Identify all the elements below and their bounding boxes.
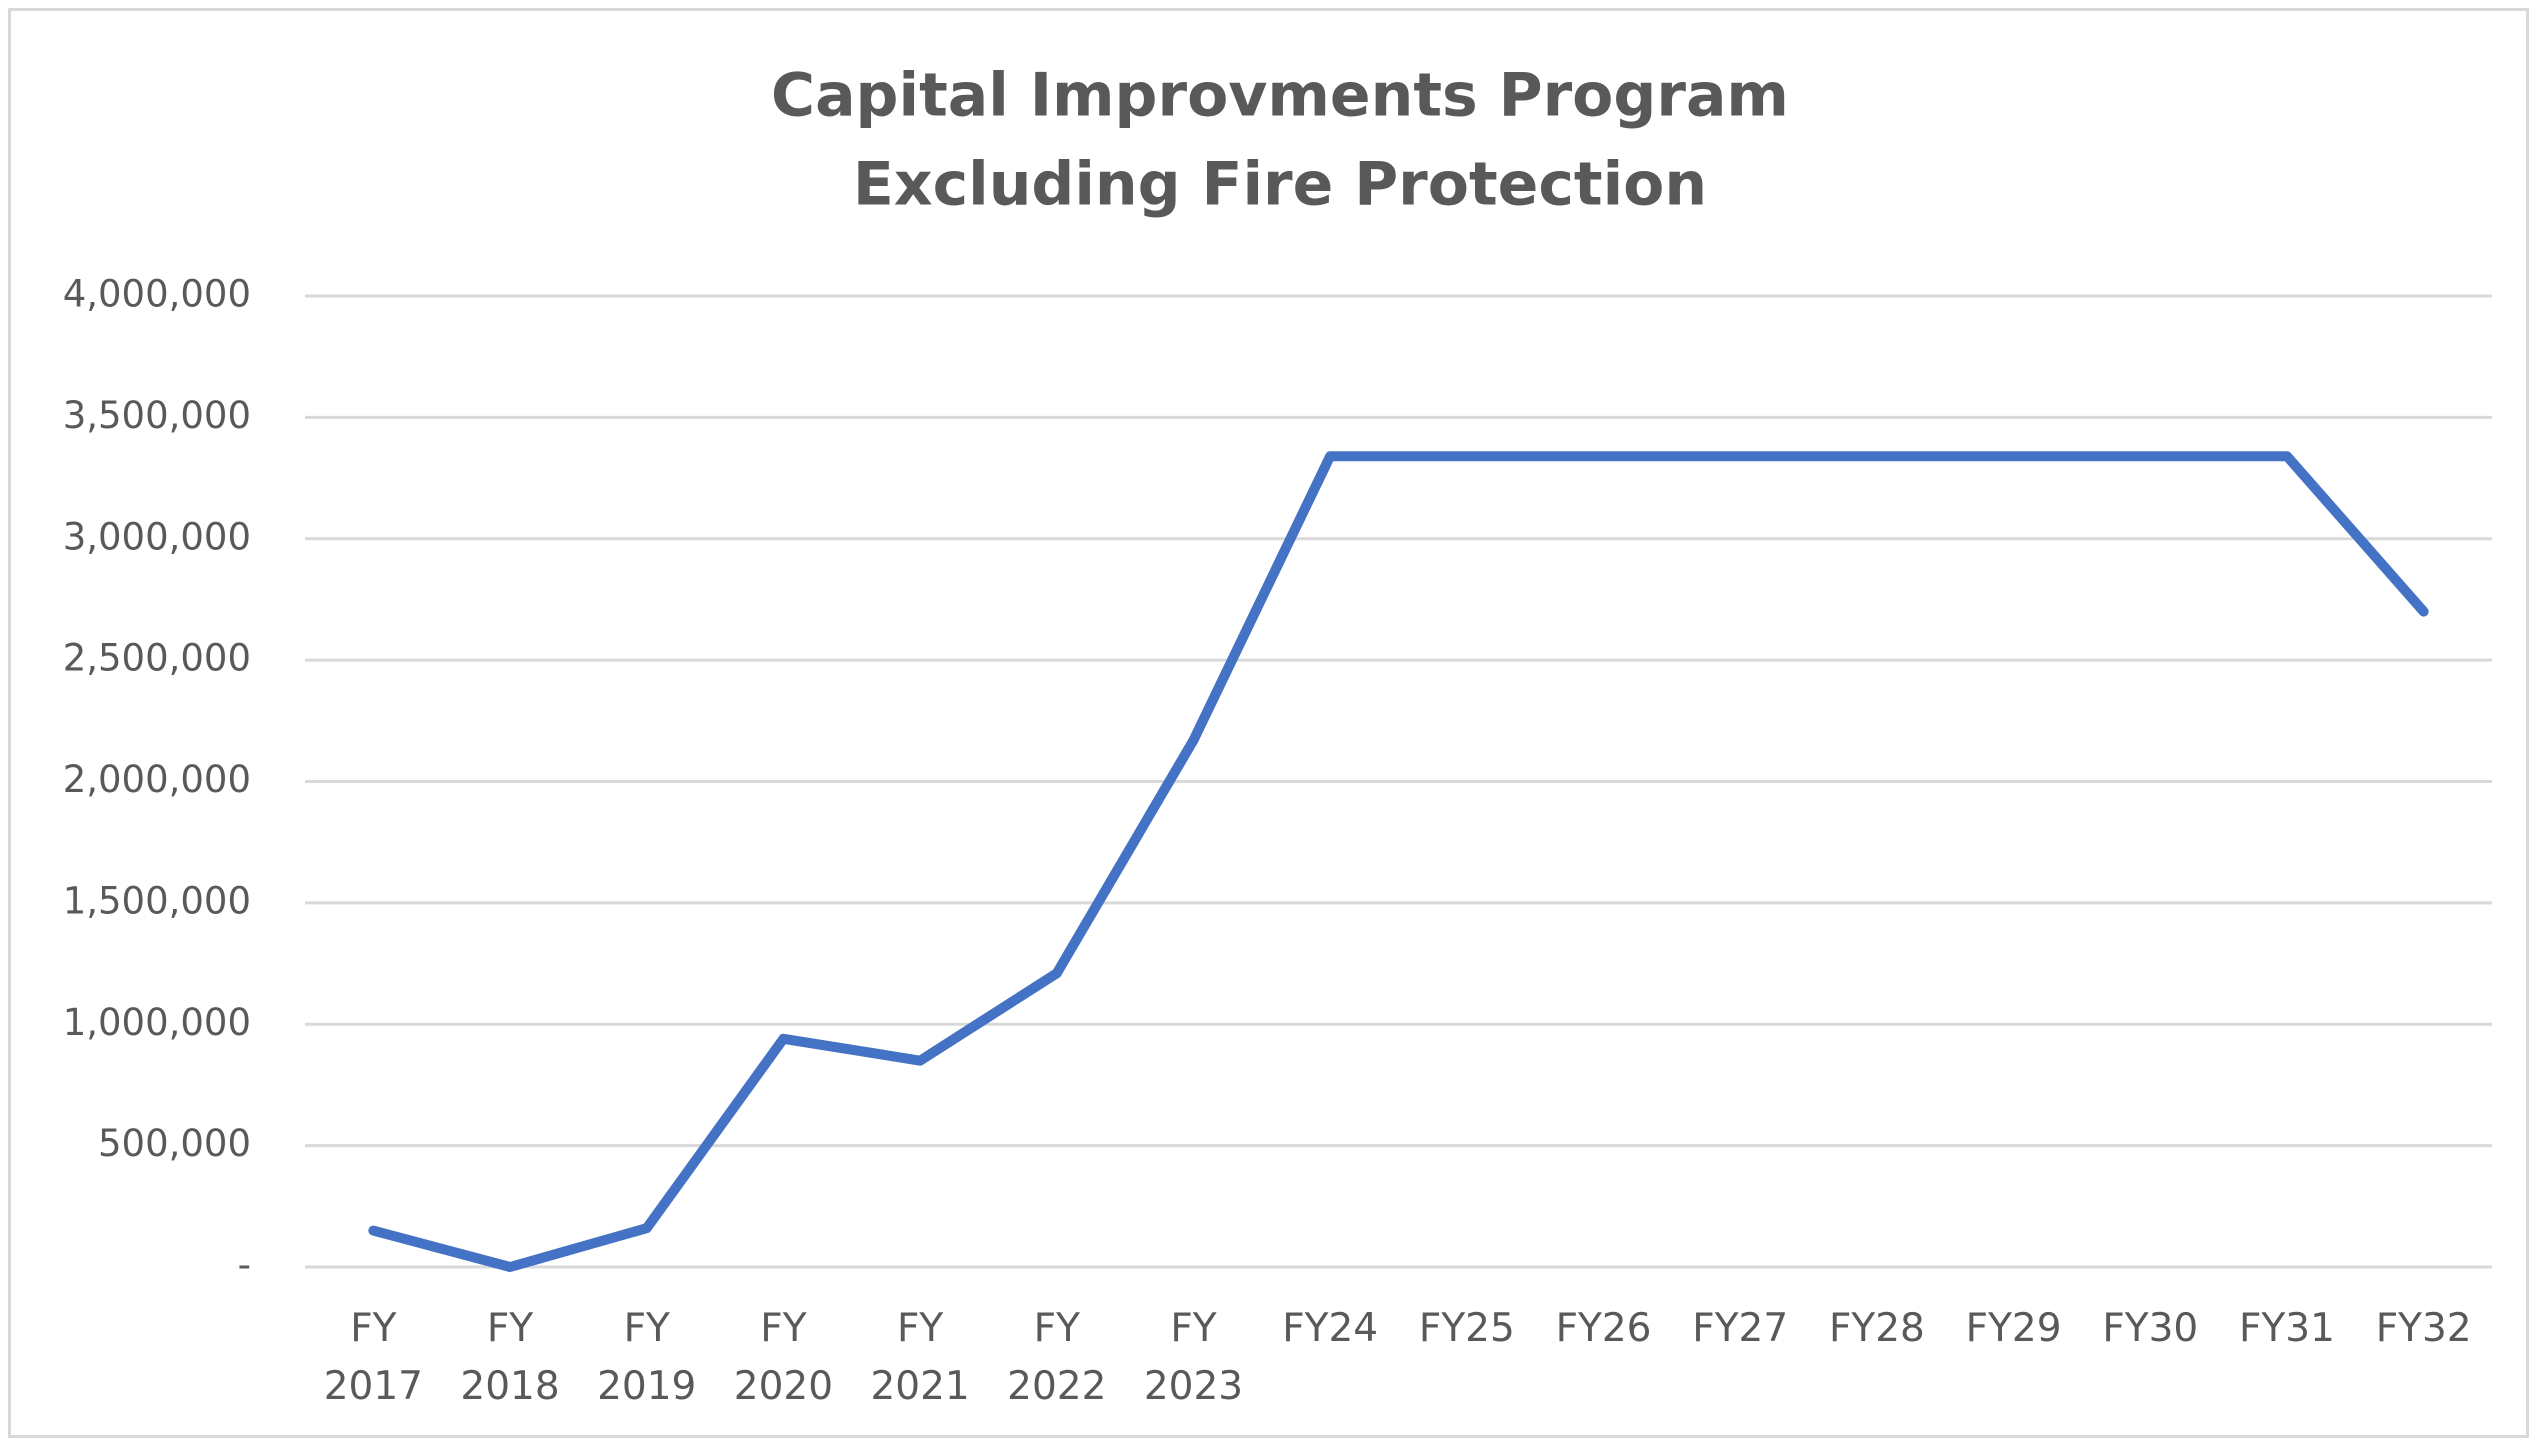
x-tick-label: FY31 <box>2239 1306 2335 1351</box>
x-tick-label: FY 2017 <box>323 1306 423 1409</box>
y-tick-label: 2,000,000 <box>63 758 251 801</box>
x-tick-label: FY24 <box>1282 1306 1379 1351</box>
y-tick-label: 500,000 <box>98 1122 251 1165</box>
x-tick-label: FY27 <box>1692 1306 1789 1351</box>
x-tick-label: FY 2022 <box>1007 1306 1107 1409</box>
x-tick-label: FY28 <box>1828 1306 1925 1351</box>
y-tick-label: 4,000,000 <box>63 273 251 316</box>
line-series <box>368 451 2429 1272</box>
x-tick-label: FY32 <box>2375 1306 2472 1351</box>
x-tick-label: FY25 <box>1418 1306 1515 1351</box>
x-tick-label: FY 2018 <box>460 1306 560 1409</box>
x-tick-label: FY30 <box>2102 1306 2199 1351</box>
x-tick-label: FY 2021 <box>870 1306 970 1409</box>
x-tick-label: FY29 <box>1965 1306 2062 1351</box>
y-tick-label: 1,000,000 <box>63 1001 251 1044</box>
chart-subtitle: Excluding Fire Protection <box>853 150 1707 220</box>
y-tick-label: 2,500,000 <box>63 637 251 680</box>
y-tick-label: 1,500,000 <box>63 879 251 922</box>
chart-title: Capital Improvments Program <box>771 61 1789 131</box>
x-tick-label: FY26 <box>1555 1306 1652 1351</box>
x-tick-label: FY 2019 <box>597 1306 697 1409</box>
y-tick-label: 3,500,000 <box>63 394 251 437</box>
x-tick-label: FY 2023 <box>1143 1306 1244 1409</box>
y-tick-label: - <box>238 1244 251 1287</box>
chart-frame <box>8 8 2529 1438</box>
y-tick-label: 3,000,000 <box>63 515 251 558</box>
x-tick-label: FY 2020 <box>733 1306 834 1409</box>
